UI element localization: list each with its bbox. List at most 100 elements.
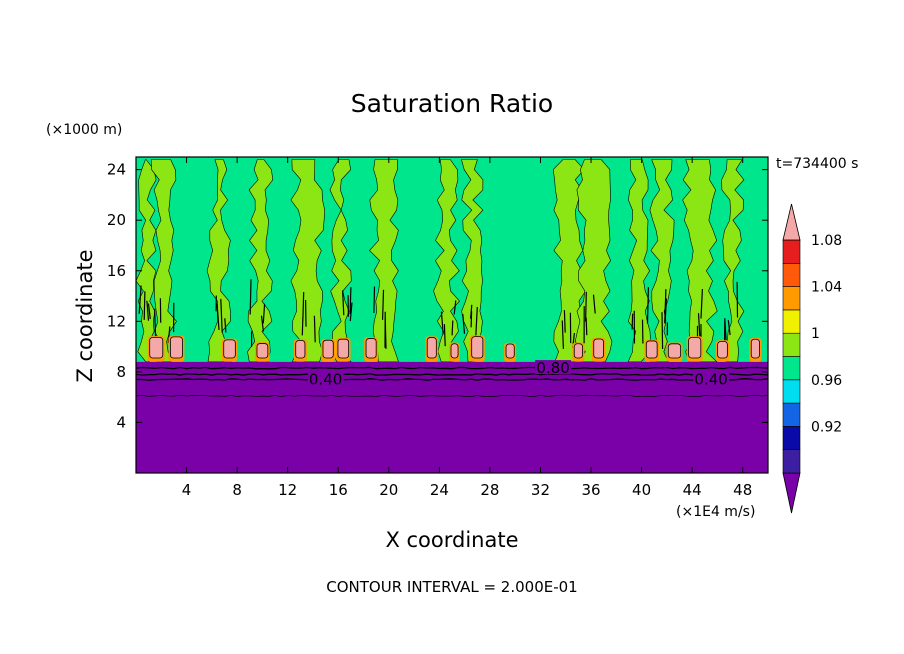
cloud-cell-14	[645, 340, 658, 359]
colorbar-band-6	[782, 332, 801, 357]
contour-interval-note: CONTOUR INTERVAL = 2.000E-01	[326, 578, 577, 596]
colorbar-label-0: 0.92	[811, 419, 842, 435]
colorbar-min-arrow	[782, 472, 801, 514]
contour-line-1	[136, 373, 768, 376]
y-unit-label: (×1000 m)	[46, 122, 122, 138]
turbulent-contour-10	[583, 291, 596, 344]
contour-label-1: 0.80	[536, 359, 569, 377]
cloud-cell-6	[337, 338, 350, 359]
plot-area: 0.400.800.40 4 8 12 16 20 24 28 32 36 40 44 4848121…	[107, 156, 769, 499]
y-axis-label: Z coordinate	[73, 249, 97, 382]
turbulent-contour-0	[138, 285, 151, 321]
contour-label-bg-0	[307, 371, 344, 386]
turbulent-contour-1	[154, 298, 175, 344]
saturation-field: 0.40 0.80 0.40	[136, 157, 768, 473]
dry-layer	[136, 361, 768, 473]
plume-6	[369, 159, 399, 363]
colorbar-band-9	[782, 262, 801, 287]
x-tick-label-44: 44	[683, 481, 702, 499]
y-tick-label-24: 24	[107, 161, 126, 179]
colorbar: 0.92 0.96 1 1.04 1.08	[782, 203, 842, 514]
plume-0	[136, 159, 157, 363]
x-tick-label-28: 28	[480, 481, 499, 499]
colorbar-label-3: 1.04	[811, 280, 842, 296]
colorbar-band-1	[782, 449, 801, 474]
contour-label-bg-1	[535, 360, 572, 375]
turbulent-contour-12	[661, 289, 668, 350]
colorbar-label-4: 1.08	[811, 233, 842, 249]
colorbar-band-10	[782, 239, 801, 264]
contour-label-0: 0.40	[309, 370, 342, 388]
cloud-cell-8	[426, 337, 437, 359]
x-tick-label-36: 36	[581, 481, 600, 499]
plume-7	[433, 159, 460, 363]
x-tick-label-48: 48	[733, 481, 752, 499]
turbulent-contour-2	[215, 295, 227, 333]
contour-label-bg-2	[693, 371, 730, 386]
y-tick-label-8: 8	[116, 363, 126, 381]
turbulent-contour-9	[561, 310, 575, 349]
cloud-cell-11	[505, 343, 515, 359]
turbulent-contour-3	[249, 279, 266, 347]
turbulent-contour-5	[342, 287, 353, 322]
cloud-cell-4	[295, 340, 306, 359]
x-tick-label-8: 8	[232, 481, 242, 499]
x-tick-label-40: 40	[632, 481, 651, 499]
cloud-cell-18	[750, 338, 760, 359]
cloud-cell-5	[322, 339, 334, 359]
turbulent-contour-14	[723, 281, 739, 349]
x-tick-label-16: 16	[329, 481, 348, 499]
x-axis-label: X coordinate	[385, 528, 518, 552]
colorbar-band-3	[782, 402, 801, 427]
time-label: t=734400 s	[776, 156, 858, 172]
colorbar-band-5	[782, 356, 801, 381]
plume-3	[247, 159, 274, 363]
colorbar-band-4	[782, 379, 801, 404]
contour-label-2: 0.40	[694, 370, 727, 388]
colorbar-label-2: 1	[811, 326, 820, 342]
cloud-cell-17	[717, 341, 728, 359]
plume-5	[329, 159, 352, 363]
y-tick-label-4: 4	[116, 413, 126, 431]
y-tick-label-16: 16	[107, 262, 126, 280]
cloud-cell-12	[573, 343, 583, 359]
cloud-cell-2	[223, 339, 236, 359]
y-tick-label-20: 20	[107, 211, 126, 229]
plot-frame	[135, 156, 769, 474]
plume-13	[682, 159, 718, 363]
turbulent-contour-7	[440, 300, 457, 347]
cloud-cell-15	[667, 343, 682, 359]
colorbar-label-1: 0.96	[811, 373, 842, 389]
x-tick-label-24: 24	[430, 481, 449, 499]
cloud-cell-13	[593, 338, 604, 359]
turbulent-contour-13	[696, 288, 703, 349]
x-tick-label-4: 4	[182, 481, 192, 499]
cloud-cell-10	[471, 336, 484, 359]
turbulent-contour-11	[631, 287, 649, 344]
contour-line-3	[136, 394, 768, 397]
colorbar-band-7	[782, 309, 801, 334]
turbulent-contour-6	[373, 286, 387, 349]
turbulent-contour-4	[301, 292, 316, 343]
cloud-cell-1	[169, 336, 183, 359]
x-unit-label: (×1E4 m/s)	[676, 504, 755, 520]
plume-12	[649, 159, 675, 363]
colorbar-band-8	[782, 286, 801, 311]
turbulent-contour-8	[462, 304, 478, 343]
y-tick-label-12: 12	[107, 312, 126, 330]
plume-2	[206, 159, 233, 363]
chart-title: Saturation Ratio	[351, 89, 553, 118]
cloud-cell-7	[365, 338, 377, 359]
cloud-cell-9	[450, 343, 459, 359]
cloud-cell-0	[149, 336, 164, 359]
x-tick-label-12: 12	[278, 481, 297, 499]
colorbar-max-arrow	[782, 203, 801, 241]
x-tick-label-20: 20	[379, 481, 398, 499]
contour-line-0	[136, 366, 768, 370]
colorbar-band-2	[782, 426, 801, 450]
x-tick-label-32: 32	[531, 481, 550, 499]
plume-1	[150, 159, 177, 363]
contour-line-2	[136, 378, 768, 381]
